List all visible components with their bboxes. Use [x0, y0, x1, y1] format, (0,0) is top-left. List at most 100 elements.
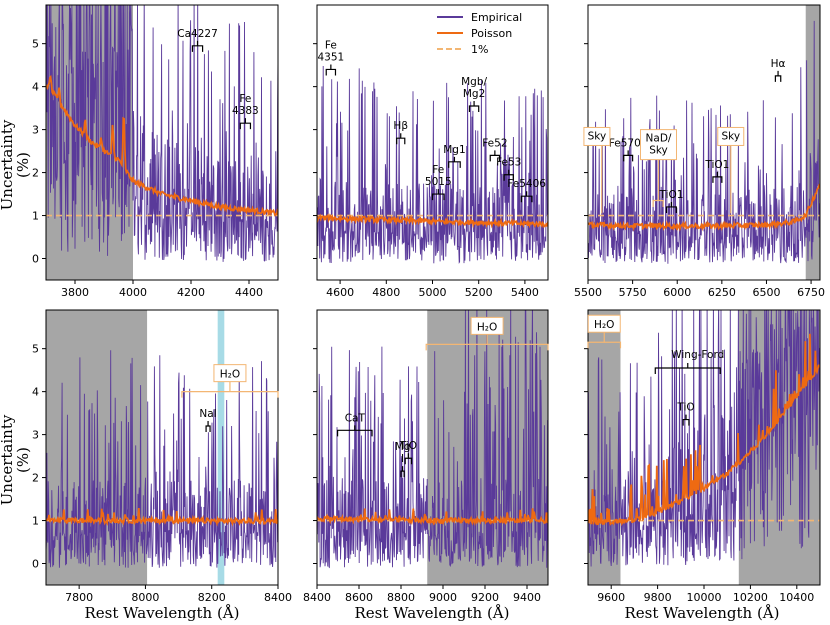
- legend: Empirical Poisson 1%: [437, 11, 522, 56]
- feature-3-0: Fe5709: [609, 137, 647, 162]
- feature-2-2: Fe 5015: [425, 164, 452, 201]
- feature-3-3: Hα: [771, 58, 786, 82]
- axes-frame-1: [45, 4, 279, 281]
- feature-2-6: Fe53: [496, 157, 521, 181]
- feature-1-1: Fe 4383: [232, 93, 259, 130]
- sky-label-box: [639, 129, 677, 161]
- water-label-box: [470, 316, 504, 335]
- water-bracket: [181, 381, 279, 398]
- xtick-label-2-2: 5000: [419, 286, 447, 299]
- ylabel-bottom-unit: (%): [14, 447, 32, 473]
- xtick-label-4-3: 8400: [264, 591, 292, 604]
- legend-label-one_percent: 1%: [471, 43, 488, 56]
- sky-feature-3-1: NaD/Sky: [639, 129, 677, 207]
- axes-frame-4: [45, 309, 279, 586]
- feature-bracket: [396, 133, 406, 145]
- feature-5-2: TiO: [399, 440, 417, 465]
- feature-bracket: [503, 169, 514, 181]
- feature-label: Hα: [771, 58, 786, 70]
- feature-2-7: Fe5406: [507, 178, 546, 203]
- feature-2-0: Fe 4351: [317, 39, 344, 76]
- ytick-label-4-1: 1: [32, 515, 39, 528]
- feature-bracket: [468, 100, 480, 112]
- feature-bracket: [400, 466, 405, 478]
- water-bracket: [587, 332, 622, 349]
- feature-3-1: TiO1: [658, 189, 683, 213]
- feature-2-1: Hβ: [393, 120, 408, 145]
- water-band-4-0: H₂O: [181, 364, 279, 398]
- xtick-label-1-2: 4200: [177, 286, 205, 299]
- sky-label: NaD/Sky: [646, 133, 672, 157]
- feature-bracket: [431, 189, 445, 201]
- plot-area-1: [46, 5, 278, 280]
- feature-bracket: [325, 64, 337, 76]
- xtick-label-5-1: 8600: [345, 591, 373, 604]
- feature-label: Ca4227: [177, 28, 218, 40]
- ytick-label-1-1: 1: [32, 210, 39, 223]
- feature-label: Fe 4351: [317, 39, 344, 63]
- water-band-6-0: H₂O: [587, 314, 622, 349]
- empirical-series-2: [317, 65, 548, 264]
- xtick-label-3-2: 6000: [663, 286, 691, 299]
- ytick-label-1-2: 2: [32, 167, 39, 180]
- panel-2: 4600 4800 5000 5200 5400 Fe 4351 Hβ Fe 5015 Mg1 Mgb…: [313, 4, 549, 299]
- ytick-label-4-2: 2: [32, 472, 39, 485]
- ytick-label-4-0: 0: [32, 558, 39, 571]
- water-label: H₂O: [594, 319, 614, 331]
- xtick-label-1-3: 4400: [235, 286, 263, 299]
- xtick-label-5-4: 9200: [471, 591, 499, 604]
- xtick-label-3-5: 6750: [797, 286, 825, 299]
- feature-label: Mgb/Mg2: [461, 76, 487, 100]
- xtick-label-2-4: 5400: [511, 286, 539, 299]
- feature-bracket: [404, 453, 413, 465]
- xtick-label-2-0: 4600: [326, 286, 354, 299]
- feature-label: TiO: [399, 440, 417, 452]
- xtick-label-2-3: 5200: [465, 286, 493, 299]
- xtick-label-3-1: 5750: [619, 286, 647, 299]
- ytick-label-4-4: 4: [32, 386, 39, 399]
- xlabel-1: Rest Wavelength (Å): [84, 604, 239, 622]
- ylabel-top-unit: (%): [14, 152, 32, 178]
- feature-label: Hβ: [393, 120, 408, 132]
- empirical-series-6: [588, 310, 820, 567]
- sky-label: Sky: [721, 130, 740, 142]
- feature-label: Fe53: [496, 157, 521, 169]
- sky-feature-3-2: Sky: [717, 126, 745, 214]
- xlabel-2: Rest Wavelength (Å): [354, 604, 509, 622]
- feature-5-1: Mg I: [395, 441, 411, 478]
- ylabel-top: Uncertainty: [0, 119, 16, 210]
- water-band-5-0: H₂O: [425, 316, 549, 351]
- wing-ford-band: Wing-Ford: [654, 349, 724, 375]
- plot-area-3: [588, 5, 820, 280]
- feature-bracket: [448, 156, 461, 168]
- ylabel-bottom: Uncertainty: [0, 414, 16, 505]
- legend-label-poisson: Poisson: [471, 27, 512, 40]
- sky-label: Sky: [588, 130, 607, 142]
- ytick-label-4-3: 3: [32, 429, 39, 442]
- ytick-label-1-4: 4: [32, 81, 39, 94]
- xtick-label-6-1: 9800: [644, 591, 672, 604]
- xtick-label-6-4: 10400: [779, 591, 814, 604]
- feature-label: Fe5406: [507, 178, 546, 190]
- feature-bracket: [239, 118, 252, 130]
- xtick-label-2-1: 4800: [372, 286, 400, 299]
- xtick-label-3-4: 6500: [752, 286, 780, 299]
- ytick-label-1-0: 0: [32, 253, 39, 266]
- xtick-label-4-2: 8200: [198, 591, 226, 604]
- xtick-label-3-0: 5500: [574, 286, 602, 299]
- feature-1-0: Ca4227: [177, 28, 218, 52]
- xtick-label-4-1: 8000: [131, 591, 159, 604]
- feature-label: Mg I: [395, 441, 411, 465]
- poisson-series-3: [588, 183, 820, 232]
- feature-bracket: [336, 425, 373, 437]
- axes-frame-5: [316, 309, 549, 586]
- wing-ford-label: Wing-Ford: [671, 349, 724, 361]
- feature-label: NaI: [199, 408, 216, 420]
- feature-label: TiO1: [704, 159, 729, 171]
- sky-leader-line: [652, 159, 664, 207]
- empirical-series-5: [317, 310, 548, 569]
- panel-1: 3800 4000 4200 4400 0 1 2 3 4 5 Ca4227 Fe 4383: [32, 4, 279, 299]
- feature-label: Fe52: [482, 137, 507, 149]
- xtick-label-5-5: 9400: [513, 591, 541, 604]
